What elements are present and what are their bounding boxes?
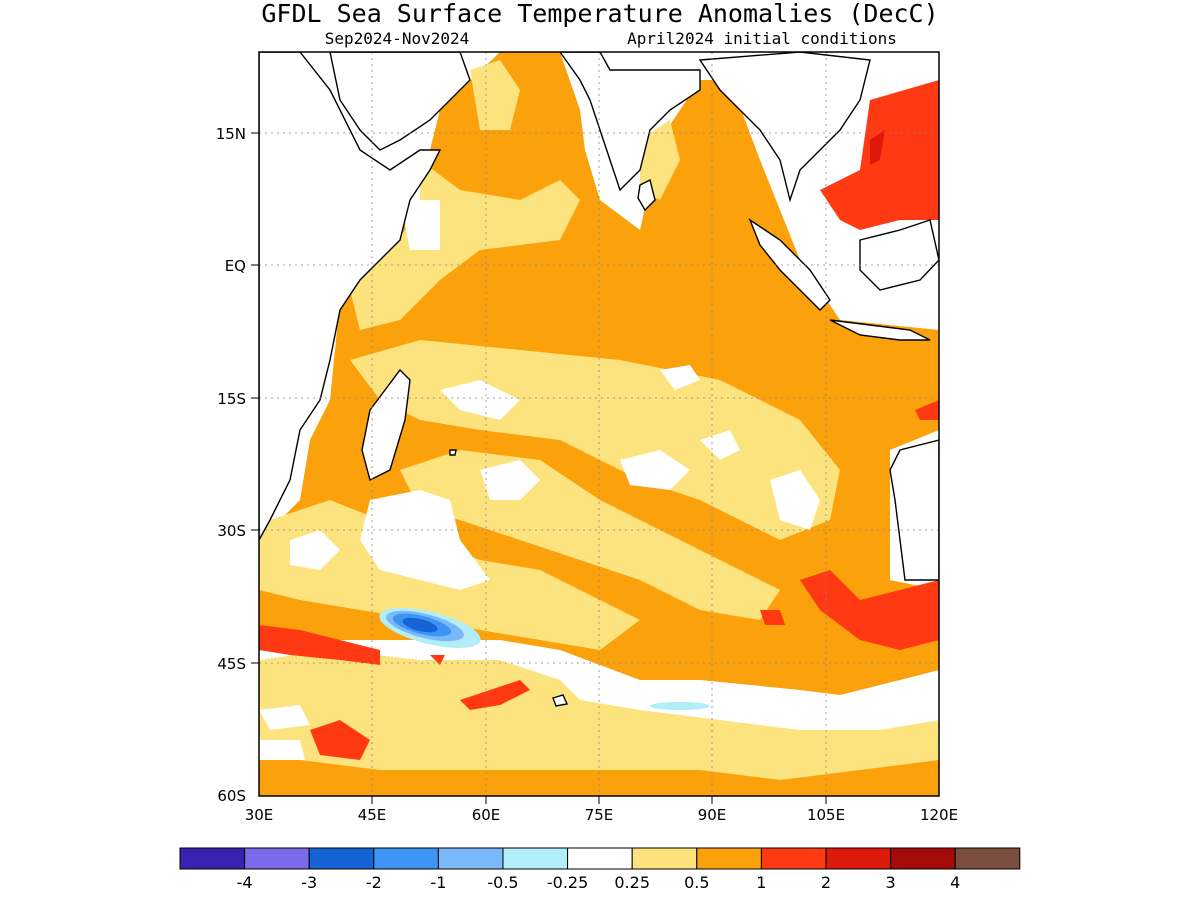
colorbar-swatch (244, 847, 310, 870)
colorbar-label: 1 (756, 873, 766, 892)
colorbar-swatch (502, 847, 569, 870)
anomaly-band-2-3 (870, 130, 885, 165)
colorbar (179, 847, 1021, 870)
colorbar-swatch (437, 847, 504, 870)
colorbar-labels: -4 -3 -2 -1 -0.5 -0.25 0.25 0.5 1 2 3 4 (237, 873, 961, 892)
cold-anomaly-patch (379, 608, 710, 710)
colorbar-label: 0.5 (684, 873, 709, 892)
x-tick-label: 120E (920, 806, 958, 824)
colorbar-swatch (308, 847, 375, 870)
initial-conditions-subtitle: April2024 initial conditions (627, 29, 897, 48)
colorbar-swatch (760, 847, 827, 870)
colorbar-label: -3 (301, 873, 317, 892)
indochina-coastline (698, 52, 871, 203)
india-coastline (559, 52, 701, 192)
x-tick-label: 45E (358, 806, 387, 824)
map-panel (259, 52, 939, 796)
australia-coastline (889, 439, 939, 581)
java (829, 319, 931, 341)
madagascar (361, 368, 411, 482)
colorbar-label: -0.5 (487, 873, 518, 892)
latitude-axis: 15N EQ 15S 30S 45S 60S (216, 125, 259, 805)
colorbar-swatch (631, 847, 698, 870)
near-zero-anomaly-patches (259, 200, 939, 760)
x-tick-label: 30E (245, 806, 274, 824)
borneo (859, 219, 939, 291)
colorbar-label: 4 (950, 873, 960, 892)
colorbar-label: -1 (430, 873, 446, 892)
y-tick-label: 30S (217, 522, 246, 540)
colorbar-swatch (890, 847, 956, 870)
land-masses (259, 52, 939, 707)
colorbar-swatch (954, 847, 1021, 870)
y-tick-label: 45S (217, 655, 246, 673)
map-gridlines (259, 52, 939, 796)
x-tick-label: 60E (472, 806, 501, 824)
x-tick-label: 75E (585, 806, 614, 824)
sumatra (748, 218, 831, 311)
figure-title: GFDL Sea Surface Temperature Anomalies (… (261, 0, 938, 28)
colorbar-label: -2 (366, 873, 382, 892)
colorbar-swatch (696, 847, 762, 870)
y-tick-label: 15S (217, 390, 246, 408)
reunion (449, 449, 457, 456)
longitude-axis: 30E 45E 60E 75E 90E 105E 120E (245, 796, 958, 824)
colorbar-label: 0.25 (614, 873, 650, 892)
arabia-coastline (329, 52, 471, 151)
x-tick-label: 105E (807, 806, 845, 824)
colorbar-swatch (825, 847, 892, 870)
y-tick-label: 15N (216, 125, 246, 143)
x-tick-label: 90E (698, 806, 727, 824)
africa-coastline (259, 52, 442, 541)
colorbar-label: -4 (237, 873, 253, 892)
y-tick-label: EQ (225, 257, 246, 275)
colorbar-swatch (179, 847, 246, 870)
colorbar-swatch (567, 847, 633, 870)
colorbar-label: -0.25 (547, 873, 588, 892)
colorbar-swatch (373, 847, 439, 870)
sri-lanka (637, 178, 656, 212)
season-subtitle: Sep2024-Nov2024 (325, 29, 470, 48)
colorbar-label: 3 (886, 873, 896, 892)
colorbar-label: 2 (821, 873, 831, 892)
kerguelen (552, 694, 569, 707)
y-tick-label: 60S (217, 787, 246, 805)
